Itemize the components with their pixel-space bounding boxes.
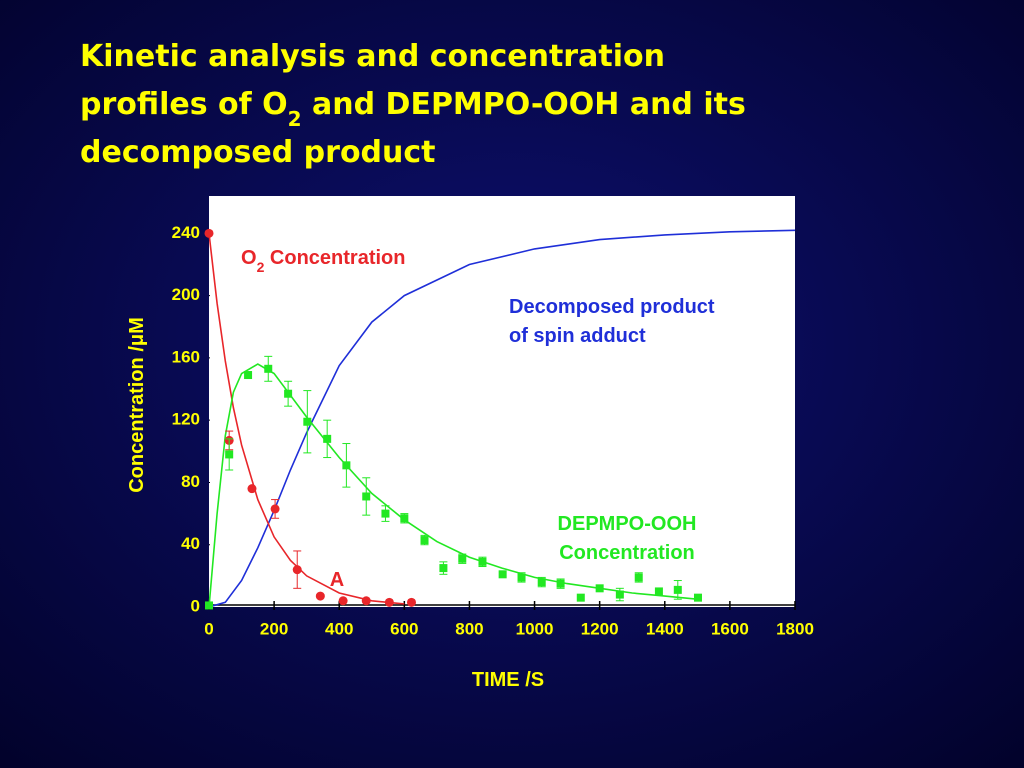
annotation-subscript: 2	[257, 259, 265, 275]
title-line: Kinetic analysis and concentration	[80, 39, 665, 74]
annotation: O2 Concentration	[241, 247, 405, 275]
title-subscript: 2	[288, 107, 302, 131]
data-point	[634, 573, 643, 582]
data-point	[204, 228, 214, 238]
annotation-text: Concentration	[264, 247, 405, 269]
x-tick-label: 1200	[581, 619, 619, 638]
annotation: of spin adduct	[509, 325, 646, 347]
y-tick-label: 120	[172, 410, 200, 429]
data-point	[517, 573, 526, 582]
data-point	[225, 450, 234, 459]
x-tick-label: 1800	[776, 619, 814, 638]
y-tick-label: 160	[172, 347, 200, 366]
y-tick-label: 40	[181, 534, 200, 553]
annotation: Concentration	[559, 542, 695, 564]
data-point	[292, 565, 302, 575]
data-point	[400, 514, 409, 523]
x-tick-label: 400	[325, 619, 353, 638]
data-point	[384, 597, 394, 607]
data-point	[458, 554, 467, 563]
data-point	[478, 557, 487, 566]
y-tick-label: 0	[191, 596, 200, 615]
data-point	[342, 461, 351, 470]
title-text: profiles of O	[80, 87, 288, 122]
annotation: Decomposed product	[509, 296, 715, 318]
fit-curve	[208, 229, 796, 608]
data-point	[576, 593, 585, 602]
y-axis-label: Concentration /μM	[126, 317, 148, 493]
x-tick-label: 1000	[516, 619, 554, 638]
data-point	[693, 593, 702, 602]
x-tick-label: 1400	[646, 619, 684, 638]
x-tick-label: 800	[455, 619, 483, 638]
x-tick-label: 1600	[711, 619, 749, 638]
data-point	[595, 584, 604, 593]
data-point	[420, 536, 429, 545]
data-point	[654, 587, 663, 596]
fit-curve	[208, 363, 698, 608]
annotation-text: O	[241, 247, 257, 269]
data-point	[362, 492, 371, 501]
x-axis-label: TIME /S	[472, 669, 544, 691]
data-point	[439, 564, 448, 573]
data-point	[498, 570, 507, 579]
data-point	[673, 585, 682, 594]
data-point	[381, 509, 390, 518]
data-point	[406, 597, 416, 607]
title-line: decomposed product	[80, 135, 436, 170]
data-point	[361, 596, 371, 606]
data-point	[615, 590, 624, 599]
title-line: profiles of O2 and DEPMPO-OOH and its	[80, 87, 746, 131]
annotation: DEPMPO-OOH	[558, 513, 697, 535]
y-tick-label: 240	[172, 223, 200, 242]
data-point	[315, 591, 325, 601]
data-point	[247, 484, 257, 494]
data-point	[537, 578, 546, 587]
x-tick-label: 0	[204, 619, 213, 638]
title-text: Kinetic analysis and concentration	[80, 39, 665, 74]
data-point	[205, 601, 213, 610]
title-text: and DEPMPO-OOH and its	[302, 87, 746, 122]
data-point	[270, 504, 280, 514]
title-text: decomposed product	[80, 135, 436, 170]
x-tick-label: 600	[390, 619, 418, 638]
data-point	[338, 596, 348, 606]
y-tick-label: 200	[172, 285, 200, 304]
data-point	[264, 364, 273, 373]
y-tick-label: 80	[181, 472, 200, 491]
data-point	[556, 579, 565, 588]
x-tick-label: 200	[260, 619, 288, 638]
data-point	[303, 417, 312, 426]
data-point	[244, 371, 253, 380]
plot-area	[209, 196, 795, 607]
data-point	[323, 434, 332, 443]
annotation: A	[330, 569, 344, 591]
fit-curve	[208, 233, 405, 605]
data-point	[284, 389, 293, 398]
